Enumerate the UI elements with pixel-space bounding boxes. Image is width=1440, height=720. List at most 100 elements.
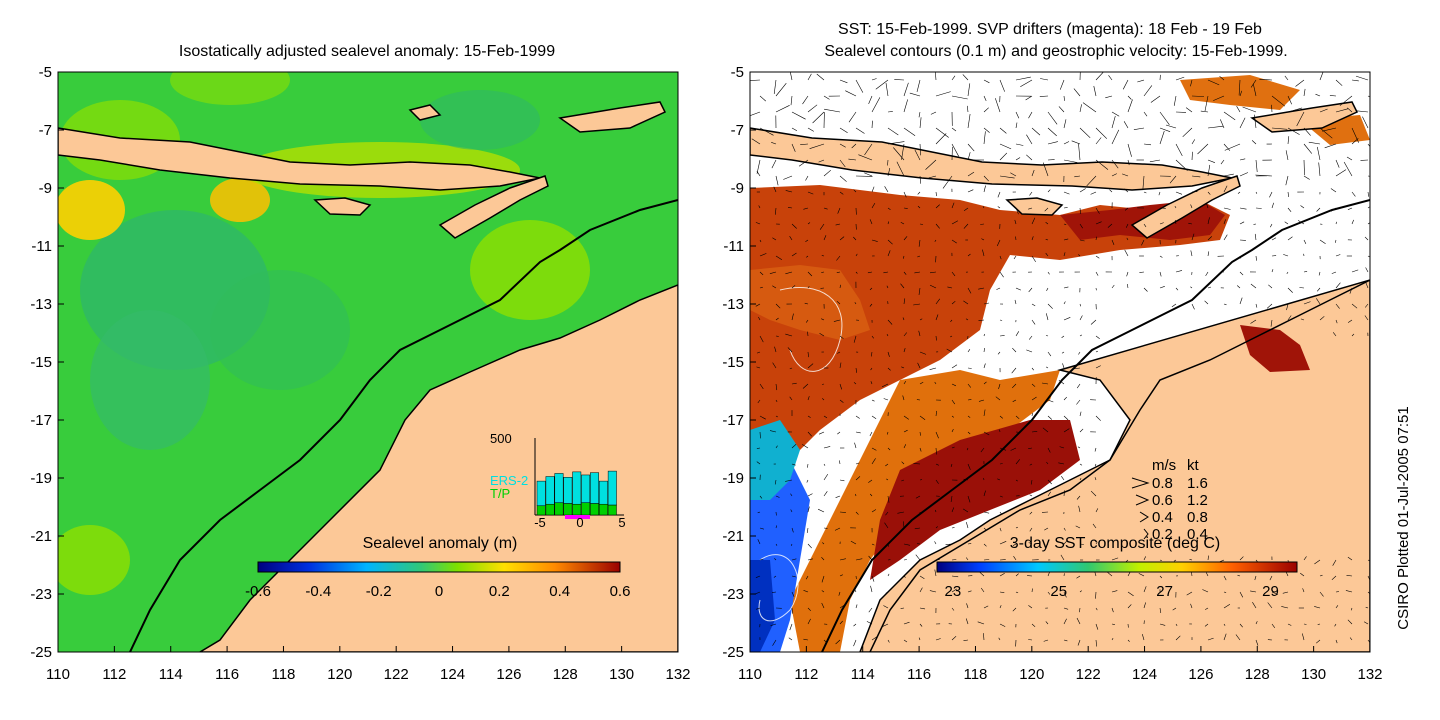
velocity-arrow bbox=[919, 447, 922, 452]
anomaly-high-blob bbox=[470, 220, 590, 320]
velocity-arrow bbox=[1015, 236, 1017, 241]
velocity-arrow bbox=[995, 98, 1001, 113]
velocity-arrow bbox=[821, 383, 825, 385]
velocity-arrow bbox=[883, 605, 889, 609]
velocity-arrow bbox=[775, 83, 787, 97]
velocity-arrow bbox=[759, 253, 767, 257]
velocity-arrow bbox=[1063, 301, 1066, 305]
velocity-arrow bbox=[869, 219, 873, 225]
velocity-arrow bbox=[789, 72, 793, 81]
velocity-arrow bbox=[901, 366, 905, 369]
velocity-arrow bbox=[1318, 162, 1321, 177]
velocity-arrow bbox=[1255, 191, 1258, 194]
velocity-arrow bbox=[1284, 221, 1289, 225]
velocity-arrow bbox=[855, 511, 859, 515]
velocity-arrow bbox=[1137, 79, 1145, 83]
velocity-arrow bbox=[791, 527, 794, 533]
velocity-arrow bbox=[1127, 639, 1130, 642]
velocity-arrow bbox=[951, 95, 968, 100]
histogram-bar-tp bbox=[581, 502, 591, 516]
velocity-arrow bbox=[1095, 639, 1097, 647]
velocity-arrow bbox=[787, 207, 793, 209]
velocity-arrow bbox=[1189, 559, 1193, 561]
velocity-arrow bbox=[1190, 603, 1193, 609]
velocity-arrow bbox=[1079, 104, 1082, 113]
velocity-arrow bbox=[868, 607, 873, 613]
velocity-arrow bbox=[1239, 90, 1243, 97]
velocity-arrow bbox=[914, 527, 921, 530]
velocity-arrow bbox=[1239, 623, 1243, 628]
velocity-arrow bbox=[1191, 572, 1193, 577]
velocity-arrow bbox=[807, 286, 810, 289]
left-xtick-label: 132 bbox=[665, 666, 690, 683]
velocity-arrow bbox=[755, 303, 761, 307]
velocity-arrow bbox=[887, 239, 893, 245]
velocity-arrow bbox=[1331, 575, 1337, 581]
velocity-arrow bbox=[807, 558, 813, 561]
velocity-arrow bbox=[1028, 287, 1033, 293]
velocity-arrow bbox=[773, 186, 777, 193]
velocity-arrow bbox=[980, 587, 985, 593]
left-colorbar-tick: -0.2 bbox=[366, 583, 392, 600]
velocity-arrow bbox=[775, 525, 777, 529]
velocity-arrow bbox=[967, 367, 972, 369]
velocity-arrow bbox=[887, 141, 905, 145]
velocity-arrow bbox=[963, 207, 969, 211]
velocity-arrow bbox=[1044, 207, 1049, 212]
histogram-series-tp: T/P bbox=[490, 486, 510, 501]
velocity-arrow bbox=[1078, 351, 1081, 355]
velocity-arrow bbox=[1142, 634, 1145, 641]
velocity-arrow bbox=[1092, 523, 1097, 529]
velocity-arrow bbox=[822, 542, 825, 545]
velocity-arrow bbox=[1015, 157, 1021, 161]
velocity-arrow bbox=[918, 287, 921, 295]
velocity-arrow bbox=[1332, 332, 1337, 337]
velocity-arrow bbox=[951, 202, 955, 209]
velocity-arrow bbox=[1138, 573, 1145, 577]
right-xtick-label: 120 bbox=[1019, 666, 1044, 683]
left-colorbar-tick: 0 bbox=[435, 583, 443, 600]
velocity-arrow bbox=[821, 575, 825, 583]
velocity-arrow bbox=[807, 493, 813, 497]
velocity-arrow bbox=[1015, 526, 1018, 529]
velocity-arrow bbox=[848, 111, 857, 123]
velocity-arrow bbox=[854, 442, 857, 449]
velocity-arrow bbox=[1303, 239, 1307, 245]
velocity-arrow bbox=[967, 399, 972, 401]
velocity-arrow bbox=[775, 415, 778, 418]
velocity-arrow bbox=[1367, 255, 1370, 258]
velocity-arrow bbox=[1223, 633, 1227, 641]
velocity-arrow bbox=[821, 271, 825, 273]
velocity-arrow bbox=[791, 463, 796, 466]
velocity-arrow bbox=[1043, 162, 1049, 177]
velocity-arrow bbox=[903, 380, 907, 385]
velocity-arrow bbox=[1159, 111, 1170, 125]
right-ytick-label: -21 bbox=[722, 528, 744, 545]
velocity-arrow bbox=[1031, 396, 1037, 401]
velocity-arrow bbox=[1127, 591, 1134, 597]
velocity-arrow bbox=[1026, 154, 1033, 161]
velocity-arrow bbox=[909, 92, 921, 97]
velocity-arrow bbox=[1190, 250, 1193, 257]
velocity-arrow bbox=[850, 540, 857, 545]
velocity-arrow bbox=[805, 239, 809, 243]
right-panel-title-line2: Sealevel contours (0.1 m) and geostrophi… bbox=[824, 43, 1287, 60]
velocity-arrow bbox=[1314, 606, 1321, 609]
histogram-x-ticks: -5 0 5 bbox=[534, 515, 625, 530]
velocity-arrow bbox=[1255, 207, 1262, 209]
velocity-arrow bbox=[999, 79, 1005, 92]
velocity-arrow bbox=[950, 335, 953, 338]
velocity-legend-arrow bbox=[1131, 477, 1150, 489]
velocity-arrow bbox=[789, 236, 793, 241]
velocity-arrow bbox=[1252, 602, 1257, 609]
velocity-arrow bbox=[915, 554, 921, 561]
velocity-arrow bbox=[935, 133, 947, 145]
velocity-arrow bbox=[885, 82, 889, 97]
velocity-arrow bbox=[1124, 207, 1129, 211]
velocity-arrow bbox=[775, 543, 778, 546]
velocity-arrow bbox=[935, 431, 939, 439]
velocity-arrow bbox=[967, 495, 971, 503]
velocity-arrow bbox=[983, 95, 987, 102]
velocity-arrow bbox=[997, 478, 1001, 481]
velocity-arrow bbox=[1111, 637, 1114, 641]
